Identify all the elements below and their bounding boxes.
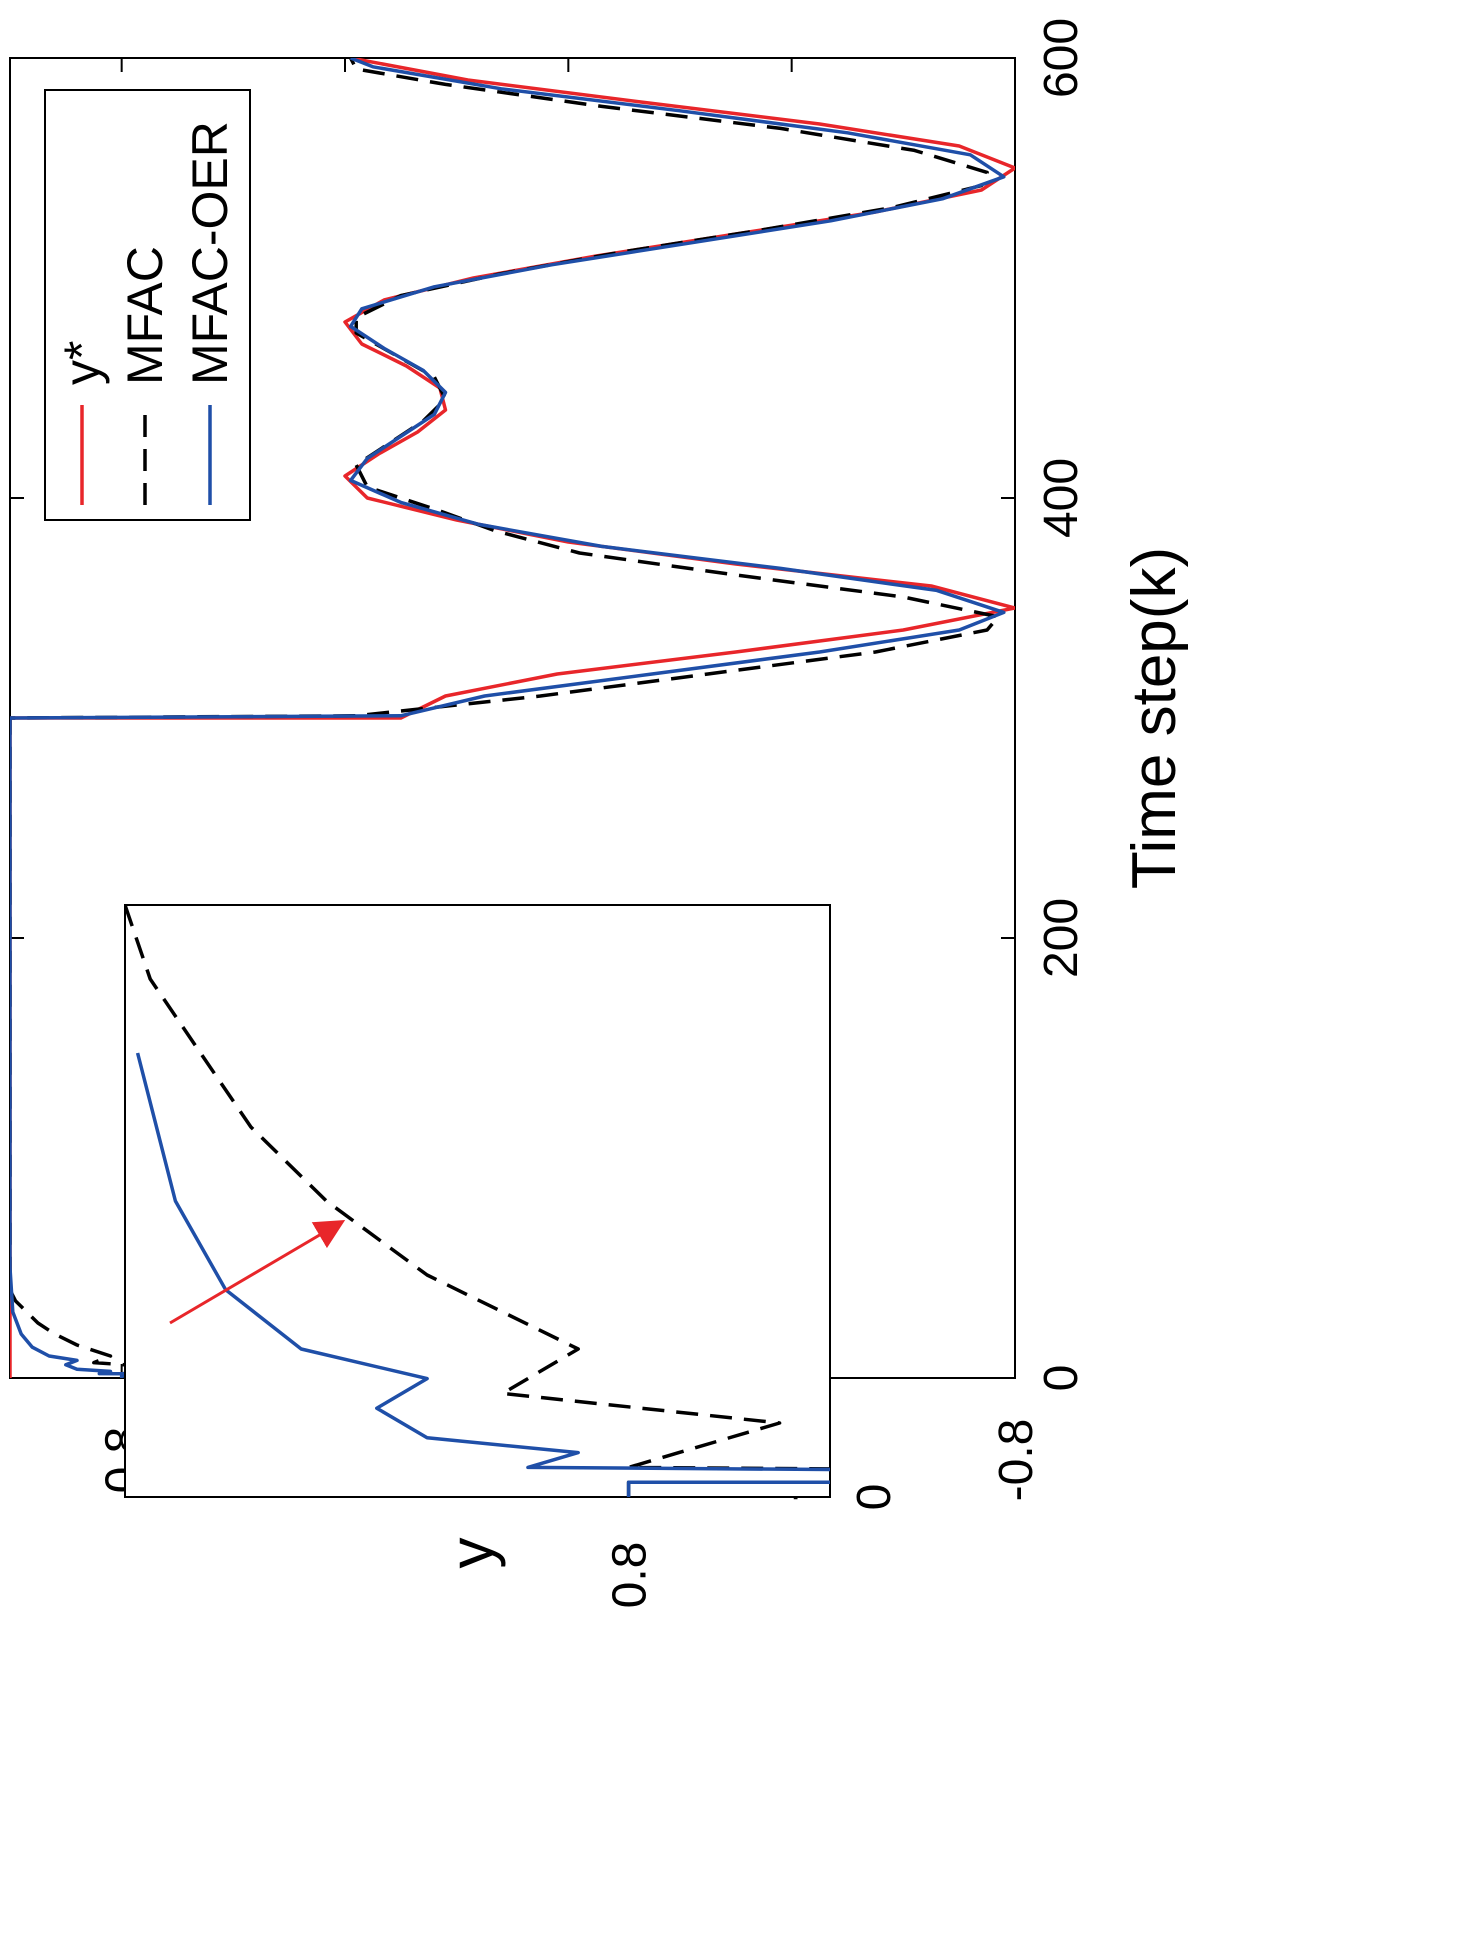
inset-x-tick-label: 0 [848,1484,901,1511]
inset-frame [124,904,831,1498]
inset-series-line-mfac [125,905,830,1497]
series-line-mfac-oer [10,58,1006,1378]
series-line-mfac [10,58,1001,1378]
inset-y-tick-label: 0.8 [604,1542,657,1609]
y-tick-label: -0.8 [990,1419,1043,1502]
x-tick-label: 200 [1035,898,1088,978]
legend-box [44,89,251,521]
x-axis-label: Time step(k) [1120,547,1189,889]
inset-series-layer [125,905,830,1497]
series-layer [10,58,1015,1378]
x-tick-label: 400 [1035,458,1088,538]
zoom-arrow [169,1219,346,1325]
legend-label: y* [54,341,110,385]
legend-label: MFAC-OER [182,121,238,385]
legend-label: MFAC [117,246,173,385]
y-axis-label: y [438,1538,507,1569]
inset-series-line-mfac-oer [135,1052,830,1497]
x-tick-label: 600 [1035,18,1088,98]
x-tick-label: 0 [1035,1365,1088,1392]
